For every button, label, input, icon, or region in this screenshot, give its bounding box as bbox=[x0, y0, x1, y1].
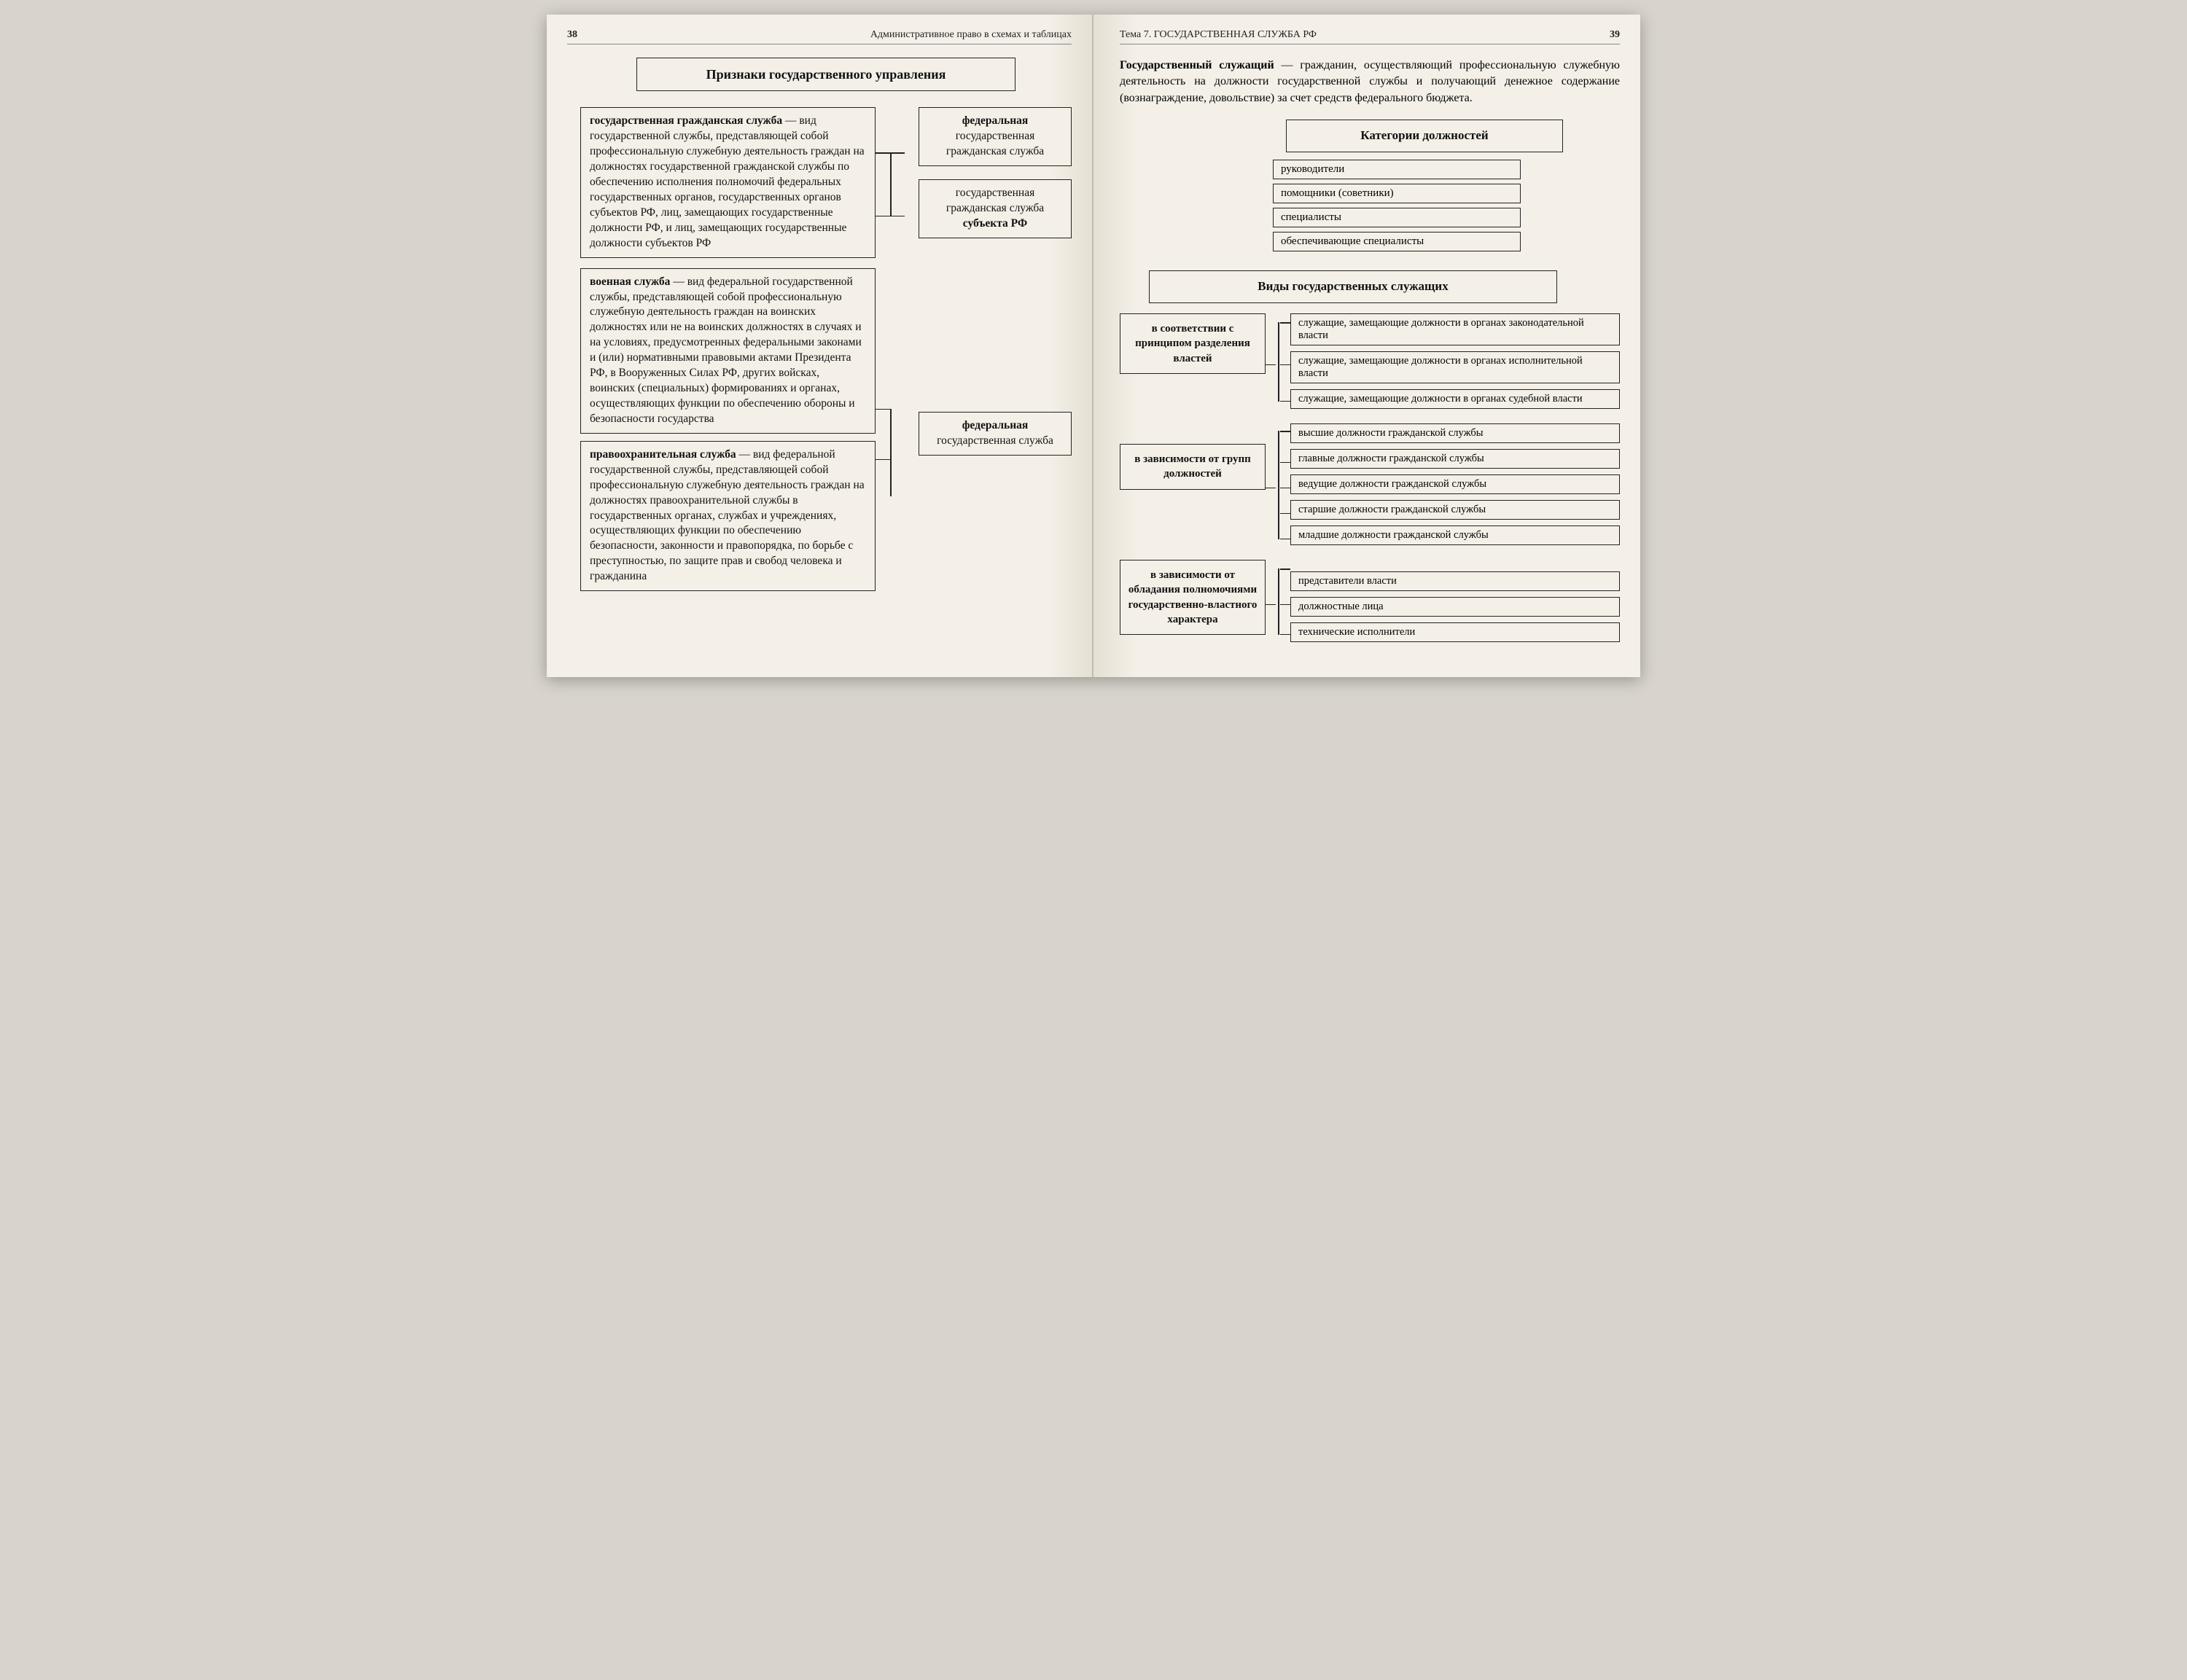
text-civil: вид государственной службы, представляющ… bbox=[590, 114, 865, 249]
box-fed-civil: федеральная государственная гражданская … bbox=[919, 107, 1072, 166]
row-law: правоохранительная служба — вид федераль… bbox=[580, 441, 1072, 591]
fed-rest: государственная служба bbox=[937, 434, 1053, 447]
page-left: 38 Административное право в схемах и таб… bbox=[547, 15, 1094, 677]
dash-military: — bbox=[670, 276, 687, 288]
box-subj-civil: государственная гражданская служба субъе… bbox=[919, 179, 1072, 238]
connector-law bbox=[876, 441, 905, 591]
g2-item-1: должностные лица bbox=[1290, 597, 1620, 617]
fed-civil-bold: федеральная bbox=[962, 114, 1029, 127]
definition-paragraph: Государственный служащий — гражданин, ос… bbox=[1120, 58, 1620, 106]
running-head-right: Тема 7. ГОСУДАРСТВЕННАЯ СЛУЖБА РФ 39 bbox=[1120, 29, 1620, 44]
dash-civil: — bbox=[782, 114, 799, 127]
g0-item-2: служащие, замещающие должности в органах… bbox=[1290, 389, 1620, 409]
g0-item-0: служащие, замещающие должности в органах… bbox=[1290, 313, 1620, 345]
types-conn-2 bbox=[1266, 560, 1290, 648]
types-conn-0 bbox=[1266, 313, 1290, 415]
g0-item-1: служащие, замещающие должности в органах… bbox=[1290, 351, 1620, 383]
book-spread: 38 Административное право в схемах и таб… bbox=[547, 15, 1640, 677]
types-conn-1 bbox=[1266, 423, 1290, 551]
cat-item-1: помощники (советники) bbox=[1273, 184, 1521, 203]
left-main-title: Признаки государственного управления bbox=[636, 58, 1015, 91]
subj-civil-bold: субъекта РФ bbox=[963, 217, 1027, 230]
page-number-left: 38 bbox=[567, 29, 596, 41]
fed-civil-rest: государственная гражданская служба bbox=[946, 130, 1044, 157]
g1-item-3: старшие должности гражданской службы bbox=[1290, 500, 1620, 520]
page-right: Тема 7. ГОСУДАРСТВЕННАЯ СЛУЖБА РФ 39 Гос… bbox=[1094, 15, 1640, 677]
g2-item-2: технические исполнители bbox=[1290, 622, 1620, 642]
categories-list: руководители помощники (советники) специ… bbox=[1273, 160, 1620, 251]
left-diagram: Признаки государственного управления гос… bbox=[567, 58, 1072, 591]
page-number-right: 39 bbox=[1591, 29, 1620, 41]
running-title-right: Тема 7. ГОСУДАРСТВЕННАЯ СЛУЖБА РФ bbox=[1120, 29, 1591, 41]
row-civil: государственная гражданская служба — вид… bbox=[580, 107, 1072, 257]
g1-item-2: ведущие должности гражданской службы bbox=[1290, 474, 1620, 494]
categories-block: Категории должностей руководители помощн… bbox=[1229, 120, 1620, 251]
block-civil: государственная гражданская служба — вид… bbox=[580, 107, 876, 257]
def-dash: — bbox=[1274, 59, 1301, 71]
term-military: военная служба bbox=[590, 276, 670, 288]
text-military: вид федеральной государственной службы, … bbox=[590, 276, 862, 425]
types-label-1: в зависимости от групп должностей bbox=[1120, 444, 1266, 490]
connector-civil bbox=[876, 107, 905, 257]
types-group-0: в соответствии с принципом разделения вл… bbox=[1120, 313, 1620, 415]
cat-item-2: специалисты bbox=[1273, 208, 1521, 227]
row-military: военная служба — вид федеральной государ… bbox=[580, 268, 1072, 434]
types-group-1: в зависимости от групп должностей высшие… bbox=[1120, 423, 1620, 551]
types-label-2: в зависимости от обладания полномочиями … bbox=[1120, 560, 1266, 635]
types-label-0: в соответствии с принципом разделения вл… bbox=[1120, 313, 1266, 374]
types-group-2: в зависимости от обладания полномочиями … bbox=[1120, 560, 1620, 648]
cat-item-3: обеспечивающие специалисты bbox=[1273, 232, 1521, 251]
g1-item-0: высшие должности гражданской службы bbox=[1290, 423, 1620, 443]
term-civil: государственная гражданская служба bbox=[590, 114, 782, 127]
g2-item-0: представители власти bbox=[1290, 571, 1620, 591]
cat-item-0: руководители bbox=[1273, 160, 1521, 179]
categories-title: Категории должностей bbox=[1286, 120, 1563, 152]
running-title-left: Административное право в схемах и таблиц… bbox=[596, 29, 1072, 41]
def-term: Государственный служащий bbox=[1120, 59, 1274, 71]
block-law: правоохранительная служба — вид федераль… bbox=[580, 441, 876, 591]
dash-law: — bbox=[736, 448, 753, 461]
term-law: правоохранительная служба bbox=[590, 448, 736, 461]
connector-mil-law bbox=[876, 268, 905, 434]
text-law: вид федеральной государственной службы, … bbox=[590, 448, 865, 582]
box-fed: федеральная государственная служба bbox=[919, 412, 1072, 456]
g1-item-4: младшие должности гражданской службы bbox=[1290, 526, 1620, 545]
g1-item-1: главные должности гражданской службы bbox=[1290, 449, 1620, 469]
fed-bold: федеральная bbox=[962, 419, 1029, 431]
types-title: Виды государственных служащих bbox=[1149, 270, 1557, 303]
subj-civil-pre: государственная гражданская служба bbox=[946, 187, 1044, 214]
running-head-left: 38 Административное право в схемах и таб… bbox=[567, 29, 1072, 44]
block-military: военная служба — вид федеральной государ… bbox=[580, 268, 876, 434]
